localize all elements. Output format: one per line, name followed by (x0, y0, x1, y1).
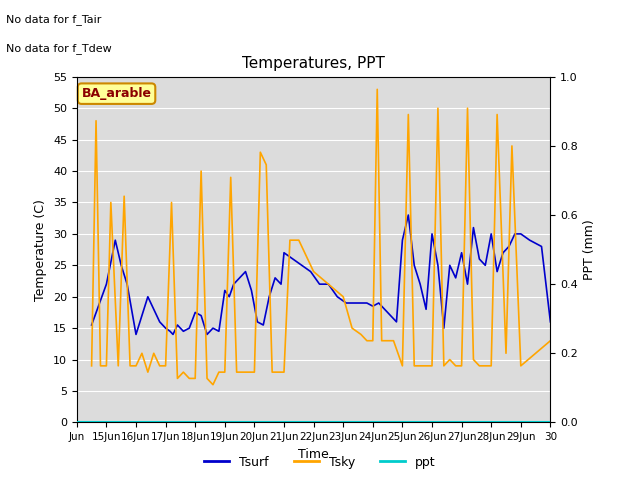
Text: BA_arable: BA_arable (81, 87, 152, 100)
Title: Temperatures, PPT: Temperatures, PPT (242, 57, 385, 72)
Text: No data for f_Tair: No data for f_Tair (6, 14, 102, 25)
X-axis label: Time: Time (298, 448, 329, 461)
Legend: Tsurf, Tsky, ppt: Tsurf, Tsky, ppt (199, 451, 441, 474)
Text: No data for f_Tdew: No data for f_Tdew (6, 43, 112, 54)
Y-axis label: PPT (mm): PPT (mm) (584, 219, 596, 280)
Y-axis label: Temperature (C): Temperature (C) (35, 199, 47, 300)
